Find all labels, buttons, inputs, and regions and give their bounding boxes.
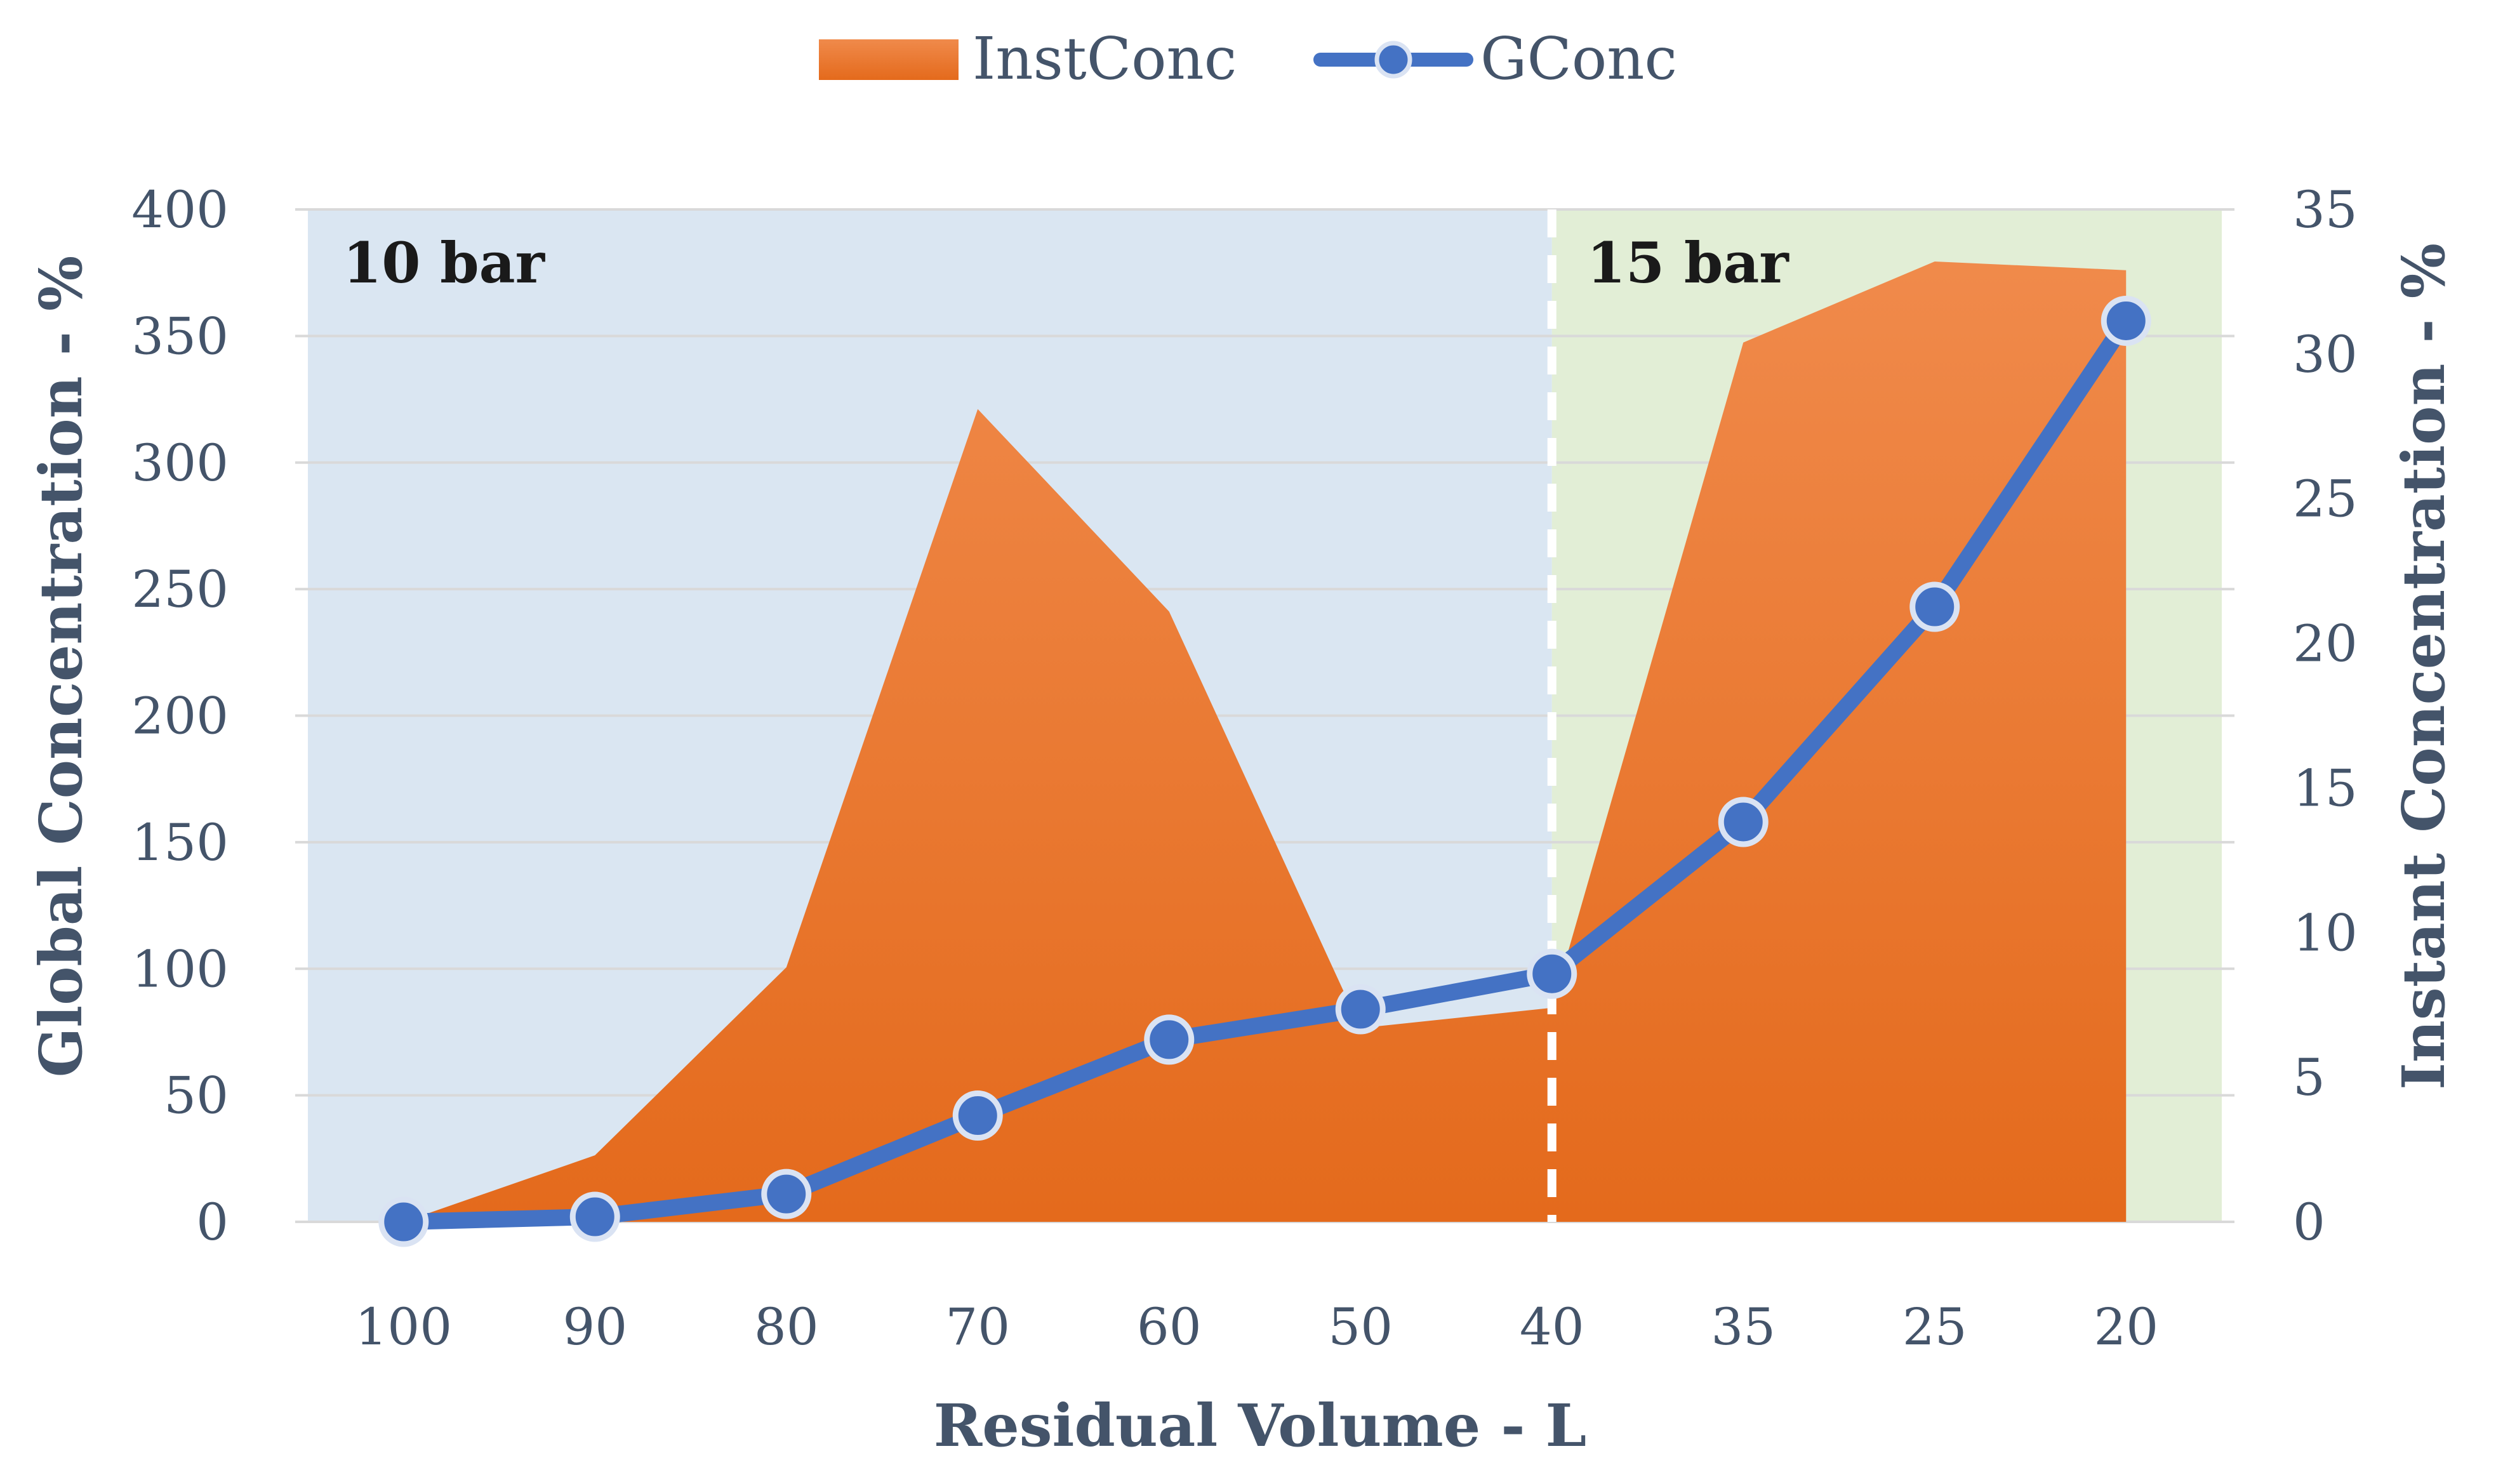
- region-label-0: 10 bar: [343, 230, 546, 296]
- gconc-point: [952, 1090, 1003, 1141]
- gconc-point: [1909, 581, 1960, 632]
- x-axis-title: Residual Volume - L: [934, 1391, 1587, 1460]
- y-tick-right: 35: [2293, 180, 2358, 239]
- y-tick-left: 350: [131, 307, 229, 366]
- legend-label-instconc: InstConc: [973, 25, 1237, 93]
- right-axis-ticks: 0 5 10 15 20 25 30 35: [2293, 180, 2358, 1252]
- region-labels: 10 bar 15 bar: [343, 230, 1789, 296]
- y-tick-left: 150: [131, 813, 229, 872]
- y-tick-right: 0: [2293, 1193, 2325, 1252]
- x-tick: 25: [1902, 1297, 1967, 1356]
- gconc-point: [1144, 1014, 1195, 1065]
- x-tick: 35: [1711, 1297, 1776, 1356]
- gconc-point: [569, 1191, 620, 1242]
- gconc-point: [2101, 295, 2151, 346]
- x-tick: 90: [562, 1297, 627, 1356]
- x-tick: 40: [1520, 1297, 1584, 1356]
- gconc-point: [761, 1169, 812, 1219]
- y-tick-right: 25: [2293, 470, 2358, 529]
- region-label-1: 15 bar: [1587, 230, 1790, 296]
- gconc-point: [1527, 948, 1577, 999]
- gconc-line-layer: [395, 312, 2135, 1230]
- gconc-point: [1718, 797, 1769, 847]
- y-tick-right: 10: [2293, 903, 2358, 962]
- y-axis-title-left: Global Concentration - %: [27, 256, 95, 1078]
- x-tick: 20: [2094, 1297, 2158, 1356]
- instconc-area-layer: [403, 262, 2127, 1222]
- legend: InstConc GConc: [819, 25, 1677, 93]
- y-tick-right: 5: [2293, 1048, 2325, 1107]
- x-tick: 60: [1137, 1297, 1202, 1356]
- legend-marker-gconc: [1374, 41, 1412, 79]
- y-tick-left: 0: [196, 1193, 229, 1252]
- x-axis-ticks: 100 90 80 70 60 50 40 35 25 20: [355, 1297, 2158, 1356]
- y-tick-left: 250: [131, 560, 229, 619]
- x-tick: 80: [754, 1297, 819, 1356]
- y-tick-right: 20: [2293, 614, 2358, 673]
- y-tick-left: 100: [131, 939, 229, 998]
- series-gconc-line: [395, 312, 2135, 1230]
- y-tick-right: 15: [2293, 759, 2358, 818]
- gconc-point: [378, 1196, 429, 1247]
- y-tick-left: 300: [131, 434, 229, 493]
- y-tick-left: 400: [131, 180, 229, 239]
- legend-swatch-instconc: [819, 39, 959, 80]
- left-axis-ticks: 0 50 100 150 200 250 300 350 400: [131, 180, 229, 1252]
- y-tick-left: 50: [164, 1066, 229, 1125]
- x-tick: 70: [945, 1297, 1010, 1356]
- x-tick: 100: [355, 1297, 452, 1356]
- series-instconc-area: [403, 262, 2127, 1222]
- y-axis-title-right: Instant Concentration - %: [2389, 243, 2458, 1090]
- y-tick-left: 200: [131, 687, 229, 746]
- gconc-point: [1335, 984, 1386, 1035]
- x-tick: 50: [1328, 1297, 1393, 1356]
- gconc-markers: [378, 295, 2151, 1247]
- legend-label-gconc: GConc: [1480, 25, 1677, 93]
- y-tick-right: 30: [2293, 325, 2358, 384]
